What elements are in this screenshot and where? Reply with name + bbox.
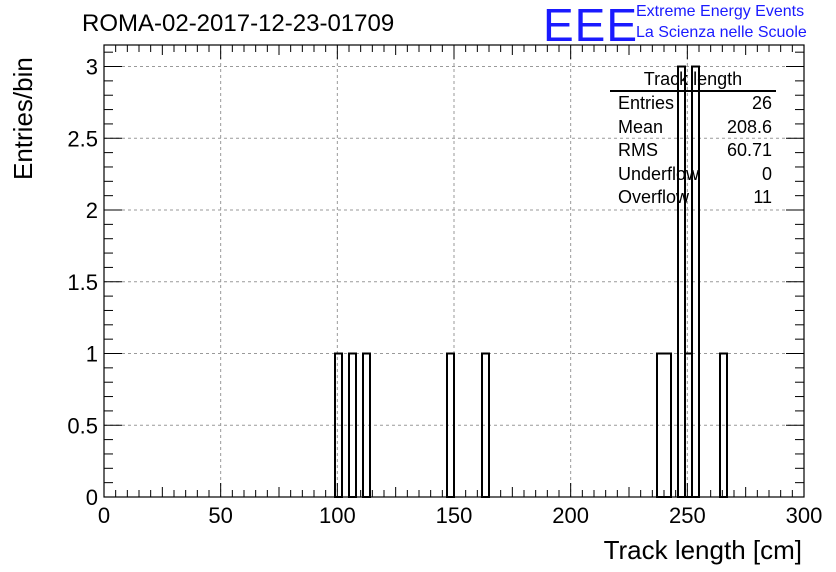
stats-value: 208.6 xyxy=(726,116,772,137)
stats-label: Overflow xyxy=(618,187,690,207)
x-tick-label: 150 xyxy=(436,503,473,528)
stats-box: Track length Entries 26 Mean 208.6 RMS 6… xyxy=(610,68,776,210)
axes xyxy=(103,44,805,498)
stats-value: 11 xyxy=(753,187,772,207)
x-tick-label: 200 xyxy=(552,503,589,528)
stats-label: Underflow xyxy=(618,163,700,184)
y-tick-label: 3 xyxy=(86,55,98,80)
x-tick-label: 250 xyxy=(669,503,706,528)
stats-value: 0 xyxy=(761,163,772,184)
stats-row: Overflow 11 xyxy=(610,186,776,210)
org-name: Extreme Energy Events xyxy=(636,3,805,20)
stats-label: Entries xyxy=(618,93,675,113)
x-axis-label: Track length [cm] xyxy=(603,535,802,565)
stats-row: Underflow 0 xyxy=(610,163,776,187)
y-tick-label: 1 xyxy=(86,342,98,367)
stats-label: Mean xyxy=(618,116,664,137)
stats-value: 60.71 xyxy=(726,140,772,160)
x-tick-label: 0 xyxy=(98,503,110,528)
eee-logo: EEE xyxy=(543,0,639,51)
chart-title: ROMA-02-2017-12-23-01709 xyxy=(82,10,395,37)
stats-row: RMS 60.71 xyxy=(610,139,776,163)
y-tick-label: 0 xyxy=(86,485,98,510)
stats-row: Mean 208.6 xyxy=(610,116,776,140)
tick-labels: 0 50 100 150 200 250 300 0 0.5 1 1.5 2 2.5 3 xyxy=(67,55,822,528)
stats-label: RMS xyxy=(618,140,658,160)
x-tick-label: 50 xyxy=(208,503,232,528)
y-axis-label: Entries/bin xyxy=(8,57,38,180)
x-tick-label: 100 xyxy=(319,503,356,528)
x-tick-label: 300 xyxy=(786,503,823,528)
y-tick-label: 2.5 xyxy=(67,126,98,151)
y-tick-label: 2 xyxy=(86,198,98,223)
stats-row: Entries 26 xyxy=(610,92,776,116)
y-tick-label: 1.5 xyxy=(67,270,98,295)
y-tick-label: 0.5 xyxy=(67,413,98,438)
org-subtitle: La Scienza nelle Scuole xyxy=(636,24,807,41)
stats-value: 26 xyxy=(751,93,772,113)
stats-title: Track length xyxy=(610,68,776,92)
